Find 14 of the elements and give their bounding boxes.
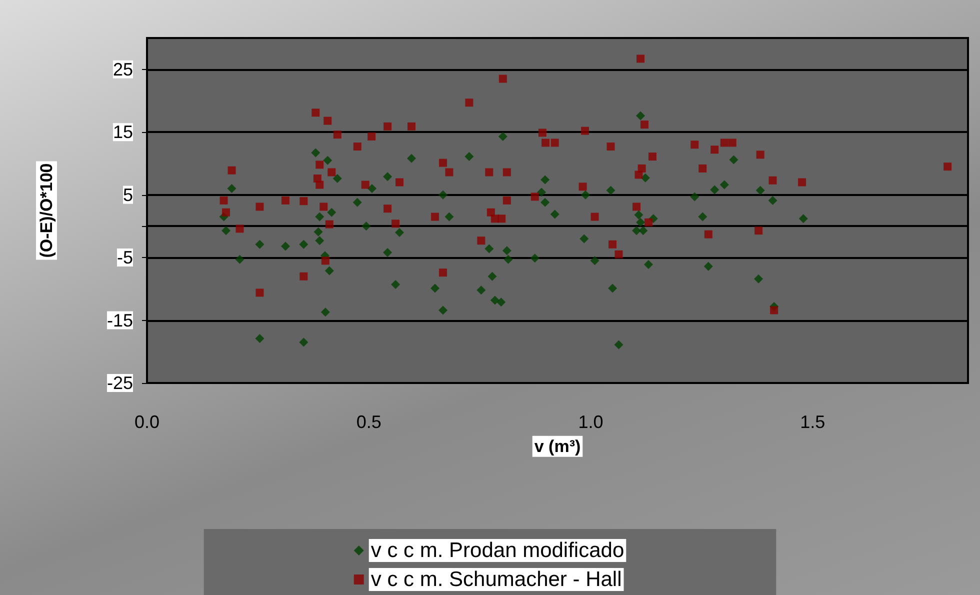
x-tick-label: 1.0 [578, 412, 604, 432]
y-tick-label: -15 [106, 310, 133, 330]
y-axis-title: (O-E)/O*100 [37, 163, 56, 258]
y-tick-label: 15 [112, 122, 133, 142]
y-tick-label: -5 [116, 248, 133, 268]
legend-label: v c c m. Prodan modificado [370, 539, 624, 562]
y-tick-label: 5 [122, 184, 133, 205]
legend-label: v c c m. Schumacher - Hall [370, 568, 622, 591]
y-tick-label: 25 [112, 59, 133, 80]
x-axis-title: v (m³) [534, 436, 581, 456]
x-tick-label: 1.5 [800, 412, 826, 432]
x-tick-label: 0.0 [134, 412, 160, 432]
x-tick-label: 0.5 [356, 412, 382, 432]
y-tick-label: -25 [106, 373, 133, 393]
